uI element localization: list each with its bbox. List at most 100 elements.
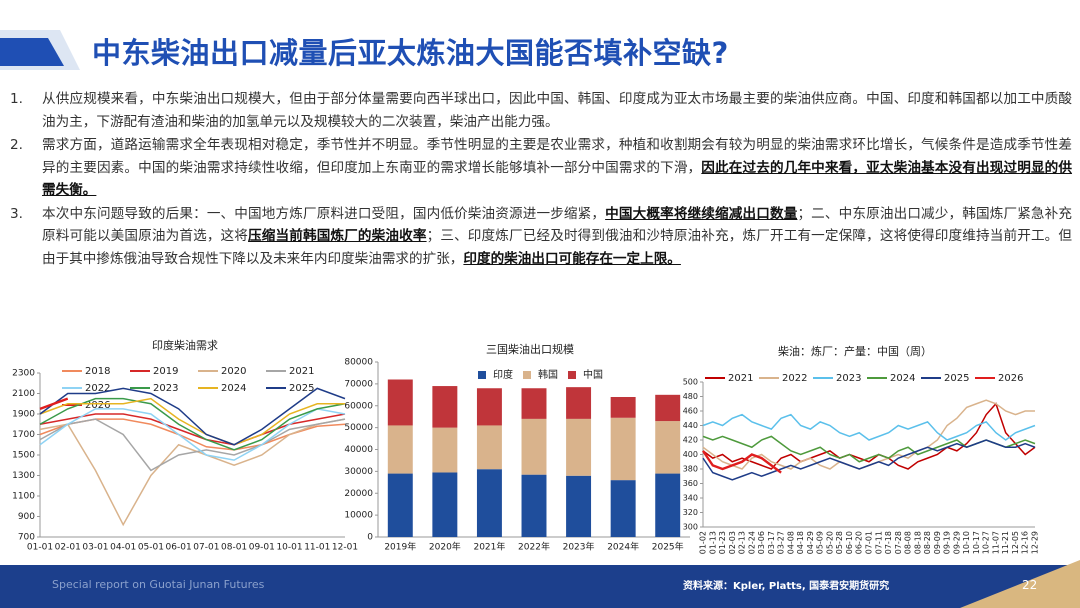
x-tick-label: 06-10 — [845, 531, 854, 554]
x-tick-label: 2019年 — [384, 541, 416, 553]
x-tick-label: 12-29 — [1031, 531, 1040, 554]
x-tick-label: 07-11 — [874, 531, 883, 554]
x-tick-label: 11-21 — [1001, 531, 1010, 554]
x-tick-label: 08-28 — [923, 531, 932, 554]
series-line — [702, 413, 1036, 441]
series-line — [39, 413, 346, 446]
series-line — [39, 408, 346, 461]
x-tick-label: 2023年 — [563, 541, 595, 553]
x-tick-label: 01-01 — [27, 543, 53, 553]
paragraph: 2. 需求方面，道路运输需求全年表现相对稳定，季节性并不明显。季节性明显的主要是农… — [10, 134, 1072, 202]
page-number: 22 — [1022, 578, 1038, 592]
x-tick-label: 08-18 — [913, 531, 922, 554]
paragraph-text: 本次中东问题导致的后果：一、中国地方炼厂原料进口受阻，国内低价柴油资源进一步缩紧… — [42, 203, 1072, 271]
y-tick-label: 1300 — [12, 471, 35, 481]
x-tick-label: 04-01 — [110, 543, 136, 553]
legend-label: 2018 — [85, 366, 110, 377]
x-tick-label: 2020年 — [429, 541, 461, 553]
x-tick-label: 08-08 — [904, 531, 913, 554]
bar-segment — [610, 417, 636, 481]
x-tick-label: 2021年 — [473, 541, 505, 553]
legend-swatch — [478, 371, 486, 379]
x-tick-label: 06-20 — [855, 531, 864, 554]
paragraph: 1. 从供应规模来看，中东柴油出口规模大，但由于部分体量需要向西半球出口，因此中国… — [10, 88, 1072, 133]
y-tick-label: 700 — [18, 533, 35, 543]
y-tick-label: 340 — [683, 494, 698, 503]
legend-swatch — [568, 371, 576, 379]
legend-label: 2022 — [782, 373, 807, 384]
bar-segment — [387, 379, 413, 426]
y-tick-label: 440 — [683, 421, 698, 430]
y-tick-label: 20000 — [344, 489, 373, 499]
series-line — [39, 418, 346, 472]
footer-text: Special report on Guotai Junan Futures — [52, 578, 265, 591]
x-tick-label: 2022年 — [518, 541, 550, 553]
y-tick-label: 70000 — [344, 379, 373, 389]
x-tick-label: 12-05 — [1011, 531, 1020, 554]
bar-segment — [521, 474, 547, 537]
legend-label: 2023 — [153, 383, 178, 394]
emphasis-text: 因此在过去的几年中来看，亚太柴油基本没有出现过明显的供需失衡。 — [42, 159, 1073, 199]
chart-title: 柴油：炼厂：产量：中国（周） — [778, 344, 932, 358]
x-tick-label: 07-01 — [865, 531, 874, 554]
legend-label: 2025 — [289, 383, 314, 394]
paragraph-number: 1. — [10, 91, 23, 107]
slide-title: 中东柴油出口减量后亚太炼油大国能否填补空缺? — [92, 36, 729, 70]
bar-segment — [476, 388, 502, 426]
legend-label: 2022 — [85, 383, 110, 394]
paragraph-text: 需求方面，道路运输需求全年表现相对稳定，季节性并不明显。季节性明显的主要是农业需… — [42, 134, 1072, 202]
x-tick-label: 10-27 — [982, 531, 991, 554]
y-tick-label: 80000 — [344, 358, 373, 368]
y-tick-label: 500 — [683, 378, 698, 387]
bar-segment — [432, 386, 458, 428]
bar-segment — [566, 387, 592, 419]
chart-title: 印度柴油需求 — [152, 338, 218, 352]
x-tick-label: 11-07 — [991, 531, 1000, 554]
x-tick-label: 03-27 — [777, 531, 786, 554]
legend-label: 中国 — [583, 368, 603, 381]
paragraph-number: 2. — [10, 137, 23, 153]
emphasis-text: 中国大概率将继续缩减出口数量 — [605, 205, 798, 222]
x-tick-label: 03-06 — [757, 531, 766, 554]
x-tick-label: 12-16 — [1021, 531, 1030, 554]
bar-segment — [610, 397, 636, 418]
legend-swatch — [523, 371, 531, 379]
legend-label: 2020 — [221, 366, 246, 377]
x-tick-label: 11-01 — [304, 543, 330, 553]
legend-label: 2021 — [289, 366, 314, 377]
x-tick-label: 05-09 — [816, 531, 825, 554]
text-run: ；三、印度炼厂已经及时得到俄油和沙特原油补充，炼厂开工有一定保障，这将使得印度维… — [42, 228, 1073, 267]
y-tick-label: 460 — [683, 407, 698, 416]
bar-segment — [476, 469, 502, 537]
bar-segment — [610, 480, 636, 537]
x-tick-label: 05-28 — [835, 531, 844, 554]
x-tick-label: 01-02 — [699, 531, 708, 554]
y-tick-label: 1500 — [12, 451, 35, 461]
bar-segment — [387, 473, 413, 537]
y-tick-label: 50000 — [344, 423, 373, 433]
footer-deco — [960, 560, 1080, 608]
x-tick-label: 05-01 — [138, 543, 164, 553]
bar-segment — [566, 418, 592, 476]
series-line — [39, 387, 346, 446]
y-tick-label: 300 — [683, 523, 698, 532]
x-tick-label: 04-08 — [786, 531, 795, 554]
bar-segment — [387, 425, 413, 474]
y-tick-label: 1700 — [12, 430, 35, 440]
series-line — [702, 450, 782, 474]
y-tick-label: 10000 — [344, 511, 373, 521]
y-tick-label: 480 — [683, 392, 698, 401]
bar-segment — [521, 418, 547, 475]
bar-segment — [566, 475, 592, 537]
legend-label: 韩国 — [538, 368, 558, 381]
bar-segment — [432, 427, 458, 473]
emphasis-text: 印度的柴油出口可能存在一定上限。 — [463, 250, 681, 267]
x-tick-label: 10-17 — [972, 531, 981, 554]
text-body: 1. 从供应规模来看，中东柴油出口规模大，但由于部分体量需要向西半球出口，因此中国… — [10, 88, 1072, 271]
y-tick-label: 360 — [683, 479, 698, 488]
y-tick-label: 380 — [683, 465, 698, 474]
y-tick-label: 320 — [683, 508, 698, 517]
x-tick-label: 05-20 — [825, 531, 834, 554]
